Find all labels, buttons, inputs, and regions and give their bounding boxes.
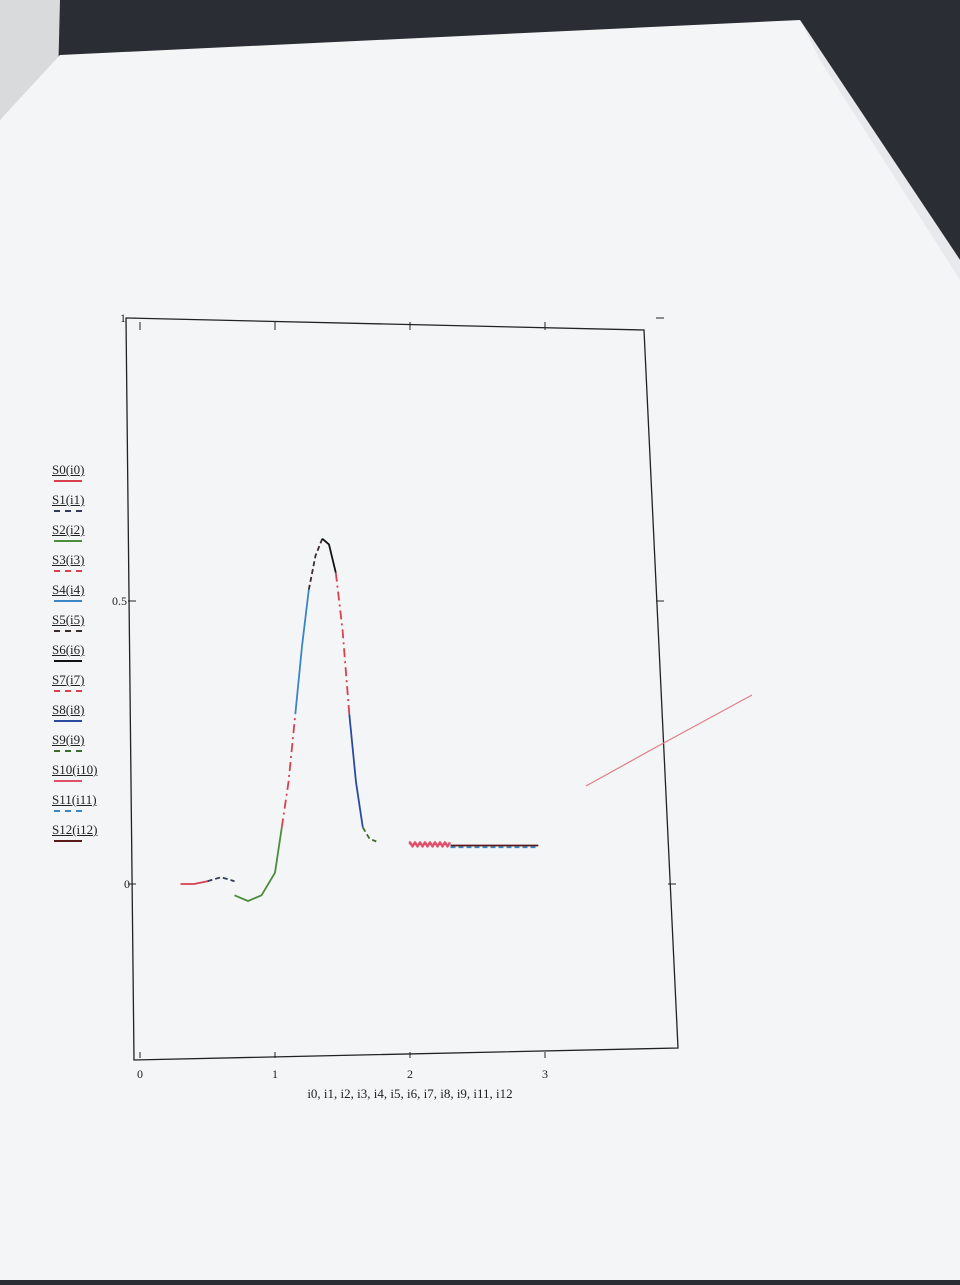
legend-item: S0(i0) <box>52 462 112 488</box>
legend-item: S9(i9) <box>52 732 112 758</box>
underlying-sheet <box>0 0 60 120</box>
legend-item: S5(i5) <box>52 612 112 638</box>
legend-swatch <box>54 690 82 692</box>
legend-swatch <box>54 600 82 602</box>
legend-swatch <box>54 540 82 542</box>
x-tick-label: 2 <box>407 1067 413 1081</box>
series-line-1 <box>207 876 235 883</box>
legend-label: S12(i12) <box>52 822 98 837</box>
legend-item: S4(i4) <box>52 582 112 608</box>
x-tick-label: 1 <box>272 1067 278 1081</box>
y-tick-label: 0.5 <box>112 594 127 608</box>
legend-label: S2(i2) <box>52 522 85 537</box>
legend-swatch <box>54 780 82 782</box>
legend-item: S6(i6) <box>52 642 112 668</box>
legend-label: S0(i0) <box>52 462 85 477</box>
legend-label: S10(i10) <box>52 762 98 777</box>
paper-edge <box>800 20 960 280</box>
series-line-4 <box>294 589 310 715</box>
legend-item: S12(i12) <box>52 822 112 848</box>
series-line-5 <box>307 538 324 590</box>
legend-label: S9(i9) <box>52 732 85 747</box>
series-line-9 <box>362 826 377 843</box>
legend-label: S6(i6) <box>52 642 85 657</box>
legend-swatch <box>54 810 82 812</box>
legend-label: S1(i1) <box>52 492 85 507</box>
x-axis-label: i0, i1, i2, i3, i4, i5, i6, i7, i8, i9, … <box>307 1086 513 1101</box>
series-line-8 <box>348 714 364 828</box>
series-line-3 <box>280 714 297 828</box>
legend-swatch <box>54 480 82 482</box>
y-tick-label: 0 <box>124 877 130 891</box>
pen-mark <box>585 694 753 787</box>
legend-label: S5(i5) <box>52 612 85 627</box>
series-line-2 <box>234 827 283 902</box>
series-line-10 <box>408 841 452 848</box>
axis-ticks: 0 0.5 1 0 1 2 3 <box>112 311 676 1081</box>
legend-swatch <box>54 570 82 572</box>
legend-swatch <box>54 840 82 842</box>
legend-swatch <box>54 630 82 632</box>
legend-label: S7(i7) <box>52 672 85 687</box>
legend-swatch <box>54 510 82 512</box>
legend-label: S11(i11) <box>52 792 97 807</box>
y-tick-label: 1 <box>120 311 126 325</box>
legend-item: S3(i3) <box>52 552 112 578</box>
paper-sheet <box>0 20 960 1280</box>
legend-item: S8(i8) <box>52 702 112 728</box>
legend-label: S4(i4) <box>52 582 85 597</box>
plot-area <box>180 538 539 902</box>
legend-label: S3(i3) <box>52 552 85 567</box>
legend-item: S7(i7) <box>52 672 112 698</box>
legend-item: S1(i1) <box>52 492 112 518</box>
x-tick-label: 0 <box>137 1067 143 1081</box>
series-line-6 <box>321 538 337 573</box>
series-line-0 <box>180 880 208 885</box>
legend-swatch <box>54 660 82 662</box>
legend-item: S11(i11) <box>52 792 112 818</box>
plot-frame <box>125 317 679 1061</box>
legend-swatch <box>54 750 82 752</box>
legend-swatch <box>54 720 82 722</box>
legend-label: S8(i8) <box>52 702 85 717</box>
legend-item: S10(i10) <box>52 762 112 788</box>
x-tick-label: 3 <box>542 1067 548 1081</box>
legend-item: S2(i2) <box>52 522 112 548</box>
